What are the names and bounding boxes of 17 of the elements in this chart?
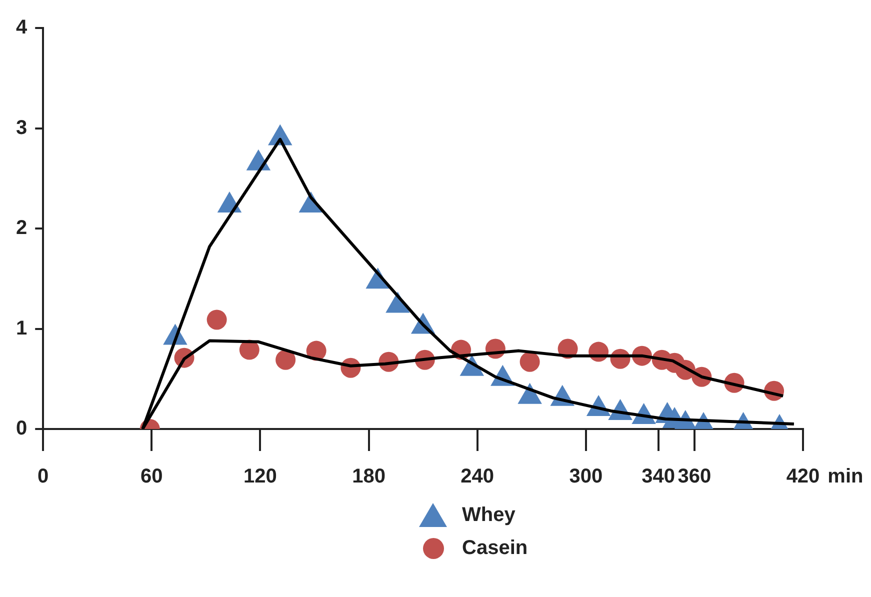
x-tick-label: 420 [786, 466, 820, 488]
x-axis-title: min [828, 466, 864, 488]
x-tick-label: 180 [352, 466, 386, 488]
legend-label: Casein [462, 537, 528, 560]
legend-label: Whey [462, 504, 516, 526]
x-tick-label: 240 [460, 466, 494, 488]
y-tick-label: 0 [16, 418, 28, 440]
x-tick-label: 120 [244, 466, 277, 488]
y-tick-label: 4 [16, 16, 28, 39]
x-tick-label: 340 [642, 466, 675, 488]
x-tick-label: 0 [38, 466, 49, 488]
x-tick-label: 60 [140, 466, 163, 488]
x-tick-label: 360 [678, 466, 712, 488]
x-tick-label: 300 [569, 466, 603, 488]
y-tick-label: 1 [16, 317, 28, 340]
y-tick-label: 2 [16, 217, 28, 240]
y-tick-label: 3 [16, 116, 28, 139]
